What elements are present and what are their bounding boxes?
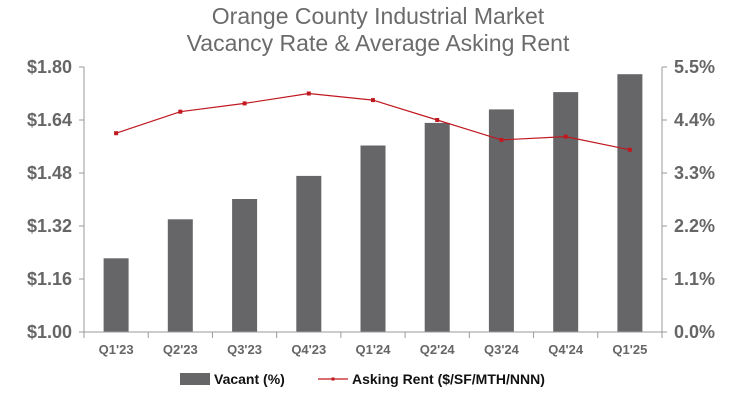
line-series	[114, 91, 632, 152]
legend-line-marker	[331, 377, 335, 381]
asking-rent-point-1	[114, 131, 119, 136]
x-tick-label: Q4'23	[291, 342, 326, 357]
left-tick-label: $1.64	[27, 110, 72, 130]
asking-rent-point-8	[563, 134, 568, 139]
chart-title: Orange County Industrial Market	[212, 3, 545, 29]
legend-bar-swatch	[180, 373, 210, 385]
bar-4	[296, 175, 322, 332]
asking-rent-point-3	[242, 101, 247, 106]
asking-rent-point-5	[371, 98, 375, 103]
right-tick-label: 0.0%	[674, 322, 715, 342]
legend-line-label: Asking Rent ($/SF/MTH/NNN)	[352, 371, 545, 387]
chart-subtitle: Vacancy Rate & Average Asking Rent	[187, 30, 570, 56]
right-axis-ticks: 0.0% 1.1% 2.2% 3.3% 4.4% 5.5%	[662, 57, 715, 342]
x-tick-label: Q3'23	[227, 342, 262, 357]
x-tick-label: Q2'23	[163, 342, 198, 357]
x-tick-label: Q1'24	[356, 342, 392, 357]
x-axis-labels: Q1'23 Q2'23 Q3'23 Q4'23 Q1'24 Q2'24 Q3'24 Q4'24…	[83, 332, 663, 357]
bar-series	[103, 74, 643, 333]
left-tick-label: $1.48	[27, 163, 72, 183]
x-tick-label: Q1'25	[612, 342, 647, 357]
bar-8	[553, 92, 579, 332]
left-tick-label: $1.32	[27, 216, 72, 236]
legend-bar-label: Vacant (%)	[214, 371, 285, 387]
x-tick-label: Q3'24	[484, 342, 520, 357]
left-tick-label: $1.80	[27, 57, 72, 77]
bar-6	[424, 122, 450, 333]
right-tick-label: 2.2%	[674, 216, 715, 236]
right-tick-label: 4.4%	[674, 110, 715, 130]
bar-5	[360, 145, 386, 332]
bar-1	[103, 258, 129, 332]
right-tick-label: 1.1%	[674, 269, 715, 289]
bar-3	[232, 199, 258, 332]
bar-9	[617, 74, 643, 332]
bar-2	[167, 219, 193, 332]
right-tick-label: 3.3%	[674, 163, 715, 183]
x-tick-label: Q2'24	[420, 342, 456, 357]
right-tick-label: 5.5%	[674, 57, 715, 77]
left-tick-label: $1.16	[27, 269, 72, 289]
legend: Vacant (%) Asking Rent ($/SF/MTH/NNN)	[180, 371, 545, 387]
asking-rent-point-4	[306, 91, 311, 96]
bar-7	[488, 109, 514, 333]
asking-rent-point-2	[178, 109, 183, 114]
asking-rent-point-6	[435, 118, 440, 122]
x-tick-label: Q1'23	[99, 342, 134, 357]
left-axis-ticks: $1.00 $1.16 $1.32 $1.48 $1.64 $1.80	[27, 57, 84, 342]
asking-rent-point-9	[627, 147, 632, 152]
left-tick-label: $1.00	[27, 322, 72, 342]
asking-rent-point-7	[499, 137, 504, 142]
x-tick-label: Q4'24	[548, 342, 584, 357]
